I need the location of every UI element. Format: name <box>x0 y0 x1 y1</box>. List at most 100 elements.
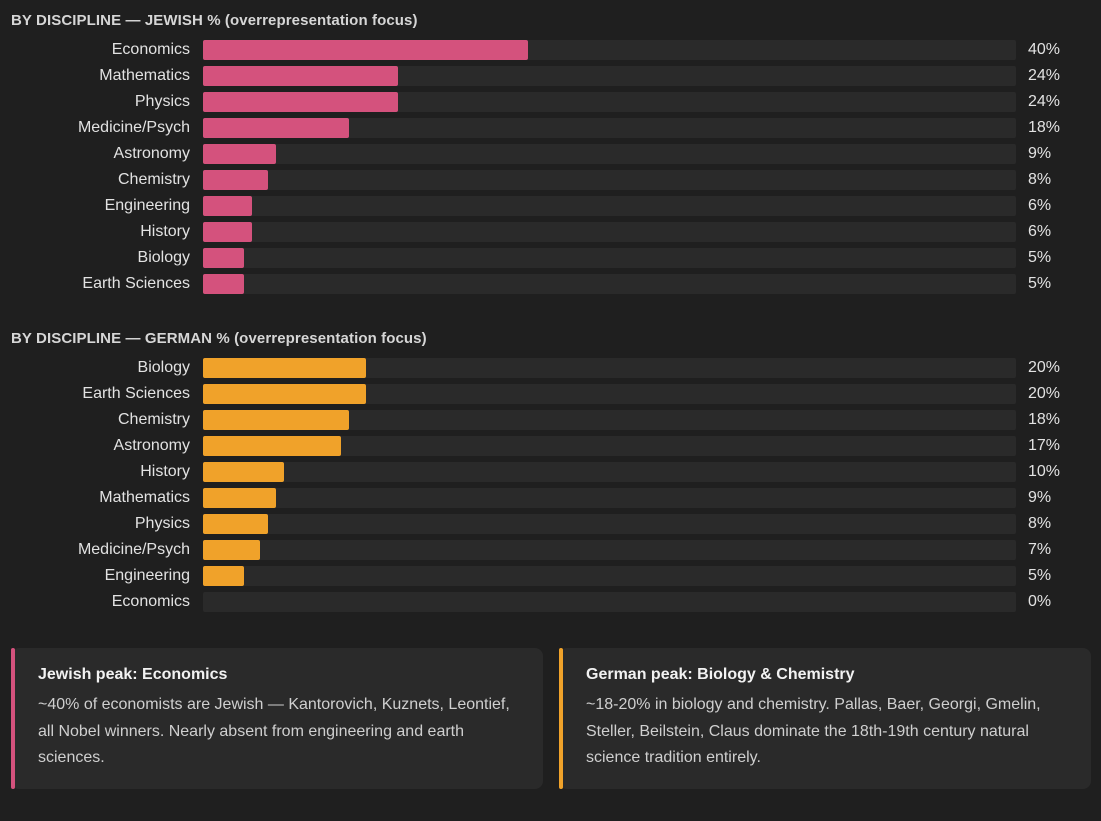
german-category-label: Chemistry <box>117 411 190 428</box>
german-value-label: 7% <box>1028 541 1052 558</box>
jewish-value-label: 8% <box>1028 171 1052 188</box>
jewish-bar-row: Medicine/Psych 18% <box>0 118 1101 138</box>
jewish-bar-row: Physics 24% <box>0 92 1101 112</box>
jewish-bar-track <box>203 274 1016 294</box>
german-chart-title: BY DISCIPLINE — GERMAN % (overrepresenta… <box>11 330 427 347</box>
german-category-label: Earth Sciences <box>82 385 190 402</box>
jewish-bar <box>203 248 244 268</box>
german-value-label: 20% <box>1028 385 1061 402</box>
german-category-label: Astronomy <box>113 437 190 454</box>
jewish-category-label: History <box>140 223 190 240</box>
german-bar <box>203 462 285 482</box>
jewish-bar-row: Mathematics 24% <box>0 66 1101 86</box>
german-value-label: 20% <box>1028 359 1061 376</box>
german-value-label: 8% <box>1028 515 1052 532</box>
german-card-body: ~18-20% in biology and chemistry. Pallas… <box>586 696 1041 766</box>
german-bar-row: Economics 0% <box>0 592 1101 612</box>
jewish-category-label: Economics <box>111 41 190 58</box>
jewish-bar-row: Earth Sciences 5% <box>0 274 1101 294</box>
jewish-value-label: 24% <box>1028 67 1061 84</box>
jewish-value-label: 18% <box>1028 119 1061 136</box>
jewish-category-label: Astronomy <box>113 145 190 162</box>
jewish-card-title: Jewish peak: Economics <box>38 666 228 683</box>
jewish-category-label: Physics <box>134 93 190 110</box>
jewish-bar <box>203 40 529 60</box>
jewish-chart-title: BY DISCIPLINE — JEWISH % (overrepresenta… <box>11 12 418 29</box>
german-bar-row: Astronomy 17% <box>0 436 1101 456</box>
jewish-bar-track <box>203 144 1016 164</box>
german-category-label: Mathematics <box>99 489 190 506</box>
jewish-bar-track <box>203 222 1016 242</box>
german-bar-track <box>203 540 1016 560</box>
jewish-bar <box>203 222 252 242</box>
jewish-bar <box>203 92 399 112</box>
german-card-accent <box>559 648 563 789</box>
german-bar-row: Biology 20% <box>0 358 1101 378</box>
jewish-value-label: 6% <box>1028 223 1052 240</box>
jewish-bar <box>203 170 269 190</box>
german-bar <box>203 540 260 560</box>
german-bar <box>203 384 366 404</box>
german-value-label: 18% <box>1028 411 1061 428</box>
jewish-value-label: 24% <box>1028 93 1061 110</box>
german-value-label: 0% <box>1028 593 1052 610</box>
german-bar <box>203 566 244 586</box>
german-category-label: Medicine/Psych <box>77 541 190 558</box>
german-bar <box>203 410 350 430</box>
jewish-bar-track <box>203 118 1016 138</box>
german-bar-track <box>203 566 1016 586</box>
jewish-category-label: Chemistry <box>117 171 190 188</box>
jewish-card-accent <box>11 648 15 789</box>
jewish-bar-track <box>203 66 1016 86</box>
german-bar-row: Chemistry 18% <box>0 410 1101 430</box>
german-bar-track <box>203 410 1016 430</box>
jewish-category-label: Engineering <box>104 197 190 214</box>
jewish-bar <box>203 66 399 86</box>
jewish-category-label: Biology <box>137 249 190 266</box>
jewish-bar <box>203 118 350 138</box>
german-bar-track <box>203 384 1016 404</box>
jewish-value-label: 5% <box>1028 275 1052 292</box>
german-bar-row: Earth Sciences 20% <box>0 384 1101 404</box>
german-bar-track <box>203 592 1016 612</box>
german-bar-track <box>203 358 1016 378</box>
jewish-card-body: ~40% of economists are Jewish — Kantorov… <box>38 696 510 766</box>
jewish-value-label: 9% <box>1028 145 1052 162</box>
german-value-label: 5% <box>1028 567 1052 584</box>
german-bar <box>203 514 269 534</box>
jewish-bar-track <box>203 92 1016 112</box>
jewish-bar-track <box>203 170 1016 190</box>
german-bar <box>203 358 366 378</box>
jewish-peak-card: Jewish peak: Economics ~40% of economist… <box>11 648 543 789</box>
jewish-bar-row: Engineering 6% <box>0 196 1101 216</box>
german-card-title: German peak: Biology & Chemistry <box>586 666 855 683</box>
german-bar-row: Engineering 5% <box>0 566 1101 586</box>
jewish-bar-track <box>203 248 1016 268</box>
german-category-label: Biology <box>137 359 190 376</box>
jewish-value-label: 5% <box>1028 249 1052 266</box>
german-bar-track <box>203 514 1016 534</box>
jewish-category-label: Medicine/Psych <box>77 119 190 136</box>
german-bar-track <box>203 462 1016 482</box>
german-category-label: Physics <box>134 515 190 532</box>
german-category-label: History <box>140 463 190 480</box>
german-bar-row: Medicine/Psych 7% <box>0 540 1101 560</box>
german-value-label: 17% <box>1028 437 1061 454</box>
jewish-bar <box>203 144 277 164</box>
german-bar <box>203 436 342 456</box>
jewish-category-label: Earth Sciences <box>82 275 190 292</box>
german-bar-row: Mathematics 9% <box>0 488 1101 508</box>
german-peak-card: German peak: Biology & Chemistry ~18-20%… <box>559 648 1091 789</box>
jewish-bar-track <box>203 196 1016 216</box>
jewish-bar-row: Astronomy 9% <box>0 144 1101 164</box>
german-category-label: Engineering <box>104 567 190 584</box>
german-value-label: 10% <box>1028 463 1061 480</box>
german-bar-row: History 10% <box>0 462 1101 482</box>
jewish-bar <box>203 196 252 216</box>
jewish-value-label: 40% <box>1028 41 1061 58</box>
german-bar-track <box>203 488 1016 508</box>
jewish-bar <box>203 274 244 294</box>
jewish-category-label: Mathematics <box>99 67 190 84</box>
jewish-value-label: 6% <box>1028 197 1052 214</box>
jewish-bar-row: Chemistry 8% <box>0 170 1101 190</box>
